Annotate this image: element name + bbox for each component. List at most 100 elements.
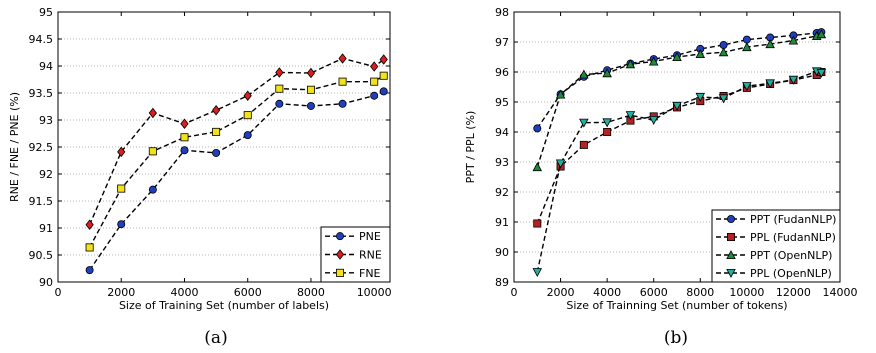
- legend-marker: [335, 232, 344, 241]
- y-tick-label: 92: [495, 186, 509, 199]
- data-point: [211, 105, 221, 116]
- data-point: [788, 35, 799, 45]
- y-tick-label: 90: [495, 246, 509, 259]
- data-point: [579, 118, 589, 128]
- y-tick-label: 97: [495, 36, 509, 49]
- data-point: [85, 219, 94, 231]
- data-point: [379, 54, 388, 65]
- legend-label: PPT (FudanNLP): [750, 213, 836, 226]
- data-point: [555, 89, 566, 99]
- data-point: [648, 116, 659, 125]
- panel-caption: (b): [664, 328, 688, 348]
- x-axis-label: Size of Trainning Set (number of tokens): [566, 299, 787, 312]
- data-point: [338, 53, 347, 64]
- legend-label: PPT (OpenNLP): [750, 249, 832, 262]
- y-tick-label: 91: [39, 222, 53, 235]
- data-point: [579, 140, 588, 149]
- data-point: [765, 39, 775, 49]
- y-tick-label: 95: [495, 96, 509, 109]
- series-line-0: [536, 31, 822, 129]
- data-point: [117, 184, 126, 193]
- y-tick-label: 89: [495, 276, 509, 289]
- legend-marker: [727, 214, 736, 223]
- data-point: [625, 59, 636, 69]
- x-tick-label: 10000: [729, 286, 764, 299]
- data-point: [648, 56, 659, 66]
- legend-label: FNE: [359, 267, 381, 280]
- data-point: [148, 185, 157, 194]
- data-point: [532, 268, 543, 278]
- series-line-2: [536, 33, 822, 168]
- data-point: [275, 99, 284, 108]
- data-point: [765, 79, 775, 89]
- plot-frame: [513, 11, 841, 283]
- data-point: [180, 133, 189, 142]
- data-point: [742, 35, 751, 44]
- data-point: [243, 111, 252, 120]
- data-point: [695, 92, 706, 102]
- data-point: [370, 61, 379, 72]
- data-point: [532, 162, 543, 172]
- data-point: [602, 118, 612, 128]
- data-point: [370, 77, 379, 86]
- y-tick-label: 94: [39, 60, 53, 73]
- legend-marker: [726, 268, 736, 278]
- data-point: [742, 82, 752, 92]
- data-point: [579, 69, 589, 79]
- data-point: [718, 47, 729, 57]
- y-tick-label: 94: [495, 126, 509, 139]
- data-point: [672, 52, 682, 61]
- data-point: [742, 42, 752, 52]
- data-point: [275, 67, 284, 78]
- x-tick-label: 2000: [547, 286, 575, 299]
- y-tick-label: 90.5: [29, 249, 54, 262]
- data-point: [370, 91, 379, 100]
- data-point: [533, 124, 542, 133]
- x-tick-label: 14000: [823, 286, 858, 299]
- y-tick-label: 93.5: [29, 87, 54, 100]
- y-tick-label: 90: [39, 276, 53, 289]
- x-tick-label: 2000: [107, 286, 135, 299]
- data-point: [603, 127, 612, 136]
- y-tick-label: 91.5: [29, 195, 54, 208]
- data-point: [788, 75, 799, 85]
- data-point: [816, 29, 827, 39]
- data-point: [695, 49, 706, 58]
- y-tick-label: 93: [495, 156, 509, 169]
- data-point: [816, 68, 827, 78]
- y-tick-label: 92: [39, 168, 53, 181]
- y-tick-label: 93: [39, 114, 53, 127]
- data-point: [625, 111, 636, 121]
- x-tick-label: 0: [511, 286, 518, 299]
- legend-label: RNE: [359, 249, 382, 262]
- y-tick-label: 95: [39, 6, 53, 19]
- x-tick-label: 12000: [776, 286, 811, 299]
- y-tick-label: 98: [495, 6, 509, 19]
- chart-panel-b: 0 2000 4000 6000 8000 10000 12000 14000 89 90 91 92…: [464, 6, 858, 348]
- legend-marker: [727, 232, 736, 241]
- data-point: [602, 68, 612, 78]
- data-point: [85, 243, 94, 252]
- series-line-3: [536, 70, 822, 273]
- legend-marker: [335, 268, 344, 277]
- x-tick-label: 4000: [593, 286, 621, 299]
- data-point: [212, 148, 221, 157]
- data-point: [275, 84, 284, 93]
- x-tick-label: 6000: [234, 286, 262, 299]
- y-tick-label: 92.5: [29, 141, 54, 154]
- legend: [320, 226, 391, 283]
- data-point: [306, 85, 315, 94]
- x-tick-label: 8000: [297, 286, 325, 299]
- data-point: [180, 118, 189, 130]
- data-point: [379, 71, 388, 80]
- data-point: [306, 101, 315, 110]
- data-point: [117, 220, 126, 229]
- y-axis-label: RNE / FNE / PNE (%): [8, 92, 21, 202]
- legend-marker: [335, 249, 345, 260]
- data-point: [379, 87, 388, 96]
- data-point: [306, 67, 316, 79]
- data-point: [243, 90, 252, 101]
- data-point: [243, 131, 252, 140]
- data-point: [718, 94, 729, 104]
